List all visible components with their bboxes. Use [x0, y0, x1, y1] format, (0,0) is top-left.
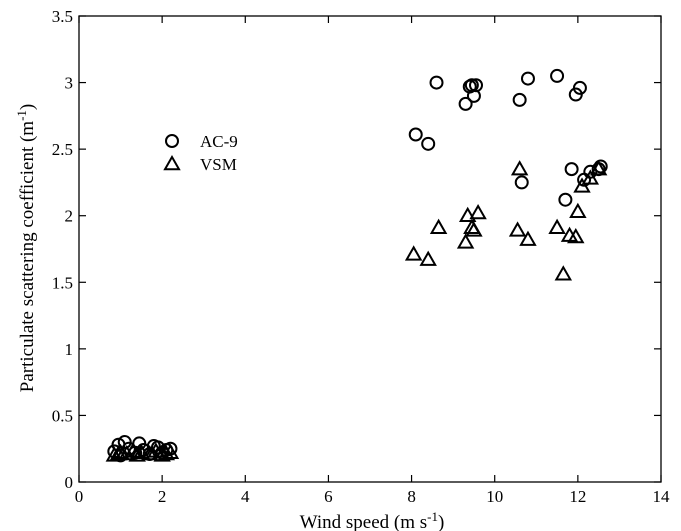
circle-marker	[421, 136, 436, 151]
triangle-marker	[519, 230, 537, 246]
legend-circle-marker	[165, 134, 179, 148]
x-tick-label: 6	[324, 487, 333, 506]
triangle-marker	[404, 245, 423, 261]
circle-marker	[550, 68, 565, 83]
y-tick-label: 1	[65, 340, 74, 359]
y-tick-label: 3.5	[52, 7, 73, 26]
triangle-marker	[128, 446, 146, 462]
axis-tick-labels: 0 2 4 6 8 10 12 14 0 0.5 1 1.5 2 2.5 3 3.5	[52, 7, 670, 506]
triangle-marker	[161, 443, 180, 459]
circle-marker	[514, 175, 529, 190]
legend-triangle-marker	[163, 154, 181, 171]
y-tick-label: 1.5	[52, 273, 73, 292]
circle-marker	[572, 80, 587, 95]
triangle-marker	[581, 169, 600, 185]
plot-frame	[78, 15, 662, 483]
circle-marker	[408, 127, 423, 142]
triangle-marker	[140, 445, 159, 461]
legend-label: AC-9	[200, 132, 238, 151]
triangle-marker	[567, 228, 585, 244]
triangle-marker	[569, 202, 587, 218]
y-tick-label: 0	[65, 473, 74, 492]
triangle-marker	[508, 221, 527, 237]
axis-ticks	[78, 15, 662, 483]
triangle-marker	[510, 160, 529, 176]
legend: AC-9 VSM	[163, 132, 238, 174]
triangle-marker	[157, 445, 176, 461]
x-axis-title: Wind speed (m s-1)	[300, 509, 445, 531]
triangle-marker	[147, 442, 165, 458]
triangle-marker	[419, 250, 437, 266]
series-ac-9	[107, 68, 608, 463]
triangle-marker	[573, 177, 591, 193]
x-tick-label: 14	[653, 487, 671, 506]
circle-marker	[458, 96, 473, 111]
triangle-marker	[118, 445, 136, 461]
x-tick-label: 0	[75, 487, 84, 506]
x-tick-label: 8	[407, 487, 416, 506]
triangle-marker	[456, 233, 475, 249]
data-markers	[105, 68, 608, 463]
circle-marker	[564, 162, 579, 177]
series-vsm	[105, 160, 608, 462]
triangle-marker	[132, 443, 151, 459]
circle-marker	[469, 78, 484, 93]
x-tick-label: 2	[158, 487, 167, 506]
triangle-marker	[469, 204, 487, 220]
circle-marker	[520, 71, 535, 86]
triangle-marker	[554, 265, 573, 281]
triangle-marker	[465, 221, 483, 237]
y-axis-title: Particulate scattering coefficient (m-1)	[14, 104, 39, 393]
triangle-marker	[548, 218, 566, 234]
circle-marker	[512, 92, 527, 107]
triangle-marker	[458, 206, 477, 222]
y-tick-label: 2.5	[52, 140, 73, 159]
x-tick-label: 4	[241, 487, 250, 506]
triangle-marker	[429, 218, 448, 234]
triangle-marker	[589, 160, 608, 176]
triangle-marker	[109, 445, 128, 461]
circle-marker	[593, 159, 608, 174]
y-tick-label: 2	[65, 207, 74, 226]
circle-marker	[429, 75, 444, 90]
y-tick-label: 3	[65, 74, 74, 93]
x-tick-label: 10	[486, 487, 503, 506]
circle-marker	[558, 192, 573, 207]
legend-label: VSM	[200, 155, 237, 174]
y-tick-label: 0.5	[52, 406, 73, 425]
triangle-marker	[105, 446, 124, 462]
x-tick-label: 12	[569, 487, 586, 506]
